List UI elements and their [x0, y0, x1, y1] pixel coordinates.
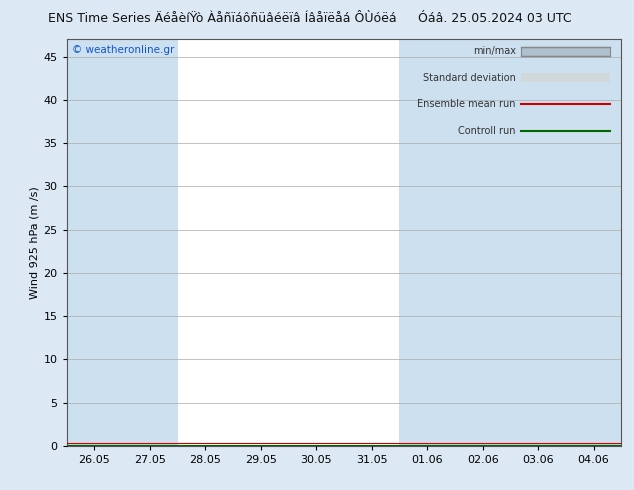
Text: Standard deviation: Standard deviation — [423, 73, 516, 83]
Bar — [67, 39, 122, 446]
Text: Ensemble mean run: Ensemble mean run — [417, 99, 516, 109]
Text: min/max: min/max — [473, 47, 516, 56]
Text: ENS Time Series ÄéåèíŸò Àåñïáôñüâéëïâ Íâåïëåá ÔÙóëá: ENS Time Series ÄéåèíŸò Àåñïáôñüâéëïâ Íâ… — [48, 12, 396, 25]
Text: Óáâ. 25.05.2024 03 UTC: Óáâ. 25.05.2024 03 UTC — [418, 12, 571, 25]
Bar — [122, 39, 178, 446]
Bar — [566, 39, 621, 446]
Text: © weatheronline.gr: © weatheronline.gr — [72, 45, 174, 55]
Bar — [455, 39, 510, 446]
Y-axis label: Wind 925 hPa (m /s): Wind 925 hPa (m /s) — [29, 186, 39, 299]
Text: Controll run: Controll run — [458, 126, 516, 136]
Bar — [399, 39, 455, 446]
Bar — [510, 39, 566, 446]
